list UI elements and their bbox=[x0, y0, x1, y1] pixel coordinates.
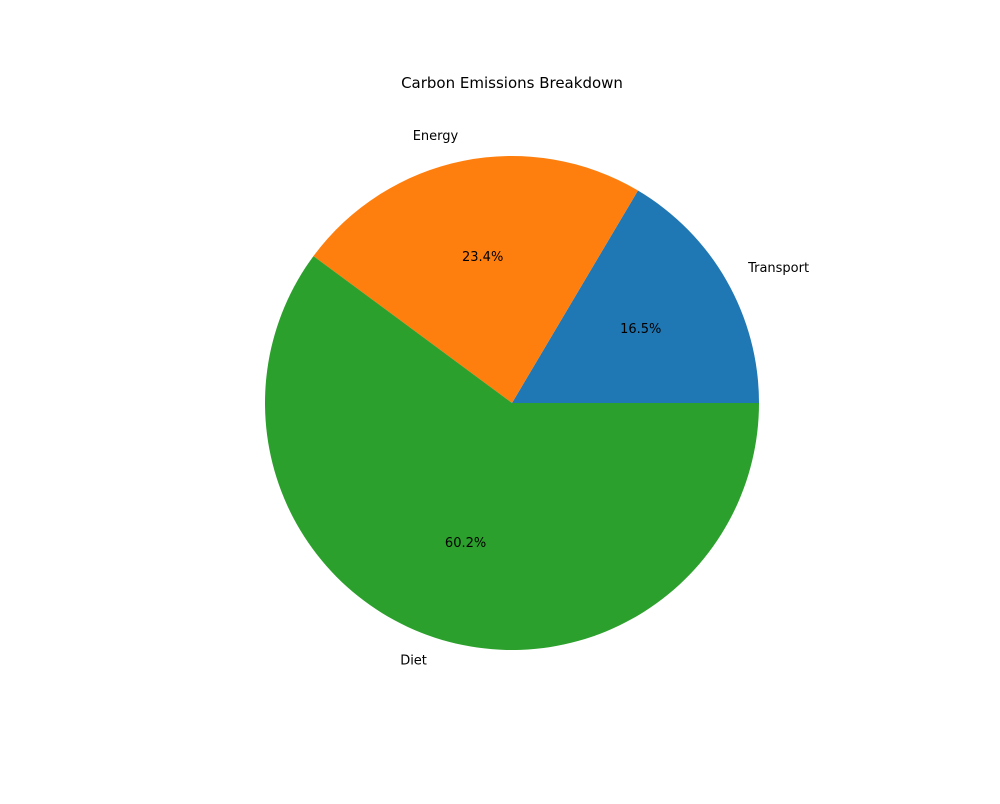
pie-slices bbox=[265, 156, 759, 651]
pie-slice-transport bbox=[512, 190, 759, 403]
chart-title: Carbon Emissions Breakdown bbox=[401, 74, 623, 92]
slice-label-energy: Energy bbox=[413, 129, 459, 144]
percent-label-transport: 16.5% bbox=[620, 322, 661, 337]
slice-label-transport: Transport bbox=[747, 261, 809, 276]
pie-slice-energy bbox=[313, 156, 638, 403]
pie-slice-diet bbox=[265, 256, 759, 651]
percent-label-energy: 23.4% bbox=[462, 250, 503, 265]
slice-label-diet: Diet bbox=[400, 654, 427, 669]
pie-labels: Transport 16.5% Energy 23.4% Diet 60.2% bbox=[400, 129, 809, 668]
percent-label-diet: 60.2% bbox=[445, 536, 486, 551]
